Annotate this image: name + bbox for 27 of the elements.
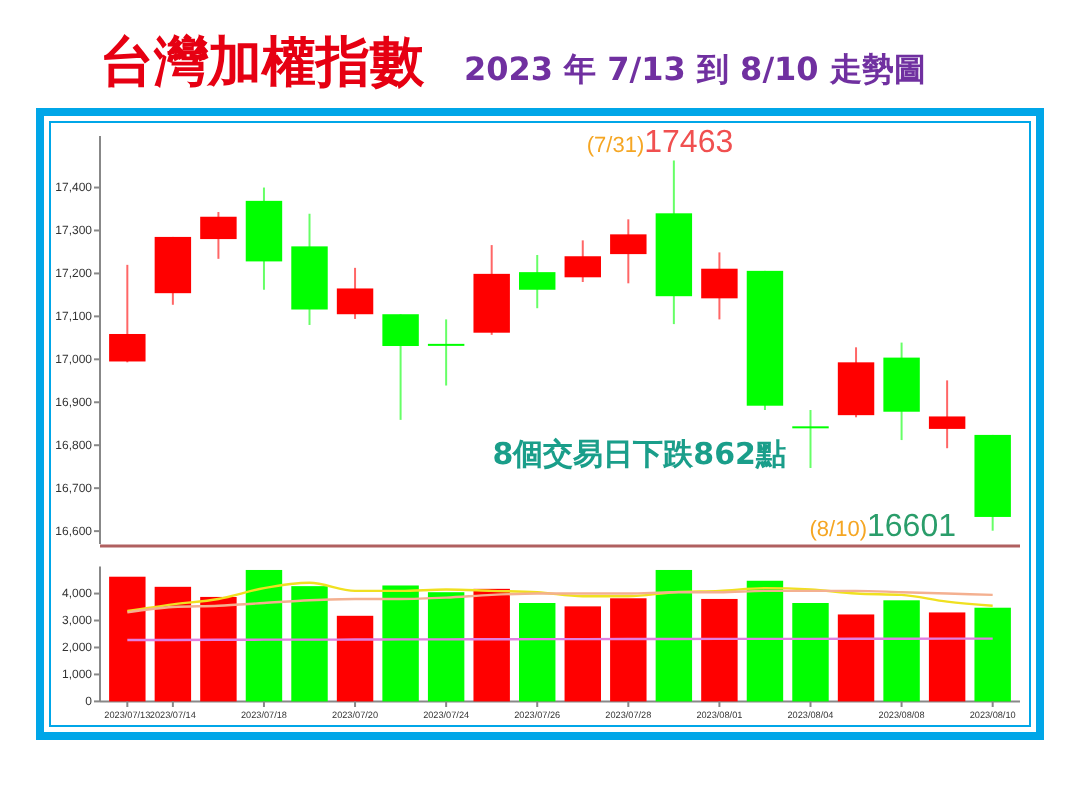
line-series (126, 589, 994, 614)
bar (883, 600, 920, 702)
bar (427, 592, 465, 702)
bar (245, 569, 283, 702)
annotation: 8個交易日下跌862點 (492, 436, 786, 472)
bar (792, 603, 829, 702)
bar (564, 606, 601, 702)
bar (336, 615, 374, 702)
annotation: (7/31)17463 (586, 126, 734, 160)
bar (519, 603, 556, 702)
chart-title: 台灣加權指數 (100, 32, 426, 94)
bar (473, 588, 510, 702)
annotation: (8/10)16601 (809, 510, 957, 544)
bar (154, 586, 192, 702)
bar (837, 614, 875, 702)
bar (655, 569, 693, 702)
bar (291, 586, 328, 702)
bar (382, 585, 419, 702)
line-series (126, 581, 994, 613)
bar (746, 580, 784, 702)
bar (701, 598, 738, 702)
bar (200, 596, 237, 702)
bar (928, 612, 966, 702)
bar (610, 598, 647, 702)
bar (109, 576, 146, 702)
bar (974, 607, 1011, 702)
chart-subtitle: 2023 年 7/13 到 8/10 走勢圖 (464, 50, 926, 88)
